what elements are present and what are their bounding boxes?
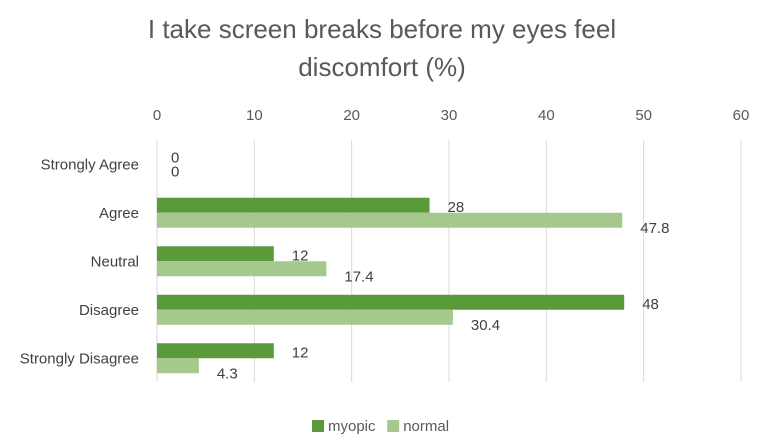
legend-label-myopic: myopic [328,418,376,435]
category-label: Neutral [91,253,139,270]
legend-swatch-myopic [312,420,324,432]
chart-title-line-2: discomfort (%) [298,52,466,82]
bar-myopic [157,246,274,262]
x-tick-label: 50 [635,107,652,124]
x-tick-label: 20 [343,107,360,124]
category-label: Agree [99,205,139,222]
x-tick-label: 60 [733,107,750,124]
category-label: Strongly Disagree [20,350,139,367]
data-label-normal: 4.3 [217,365,238,382]
data-label-myopic: 0 [171,149,179,166]
bar-myopic [157,343,274,359]
bar-myopic [157,197,430,213]
category-label: Disagree [79,302,139,319]
data-label-myopic: 28 [448,199,465,216]
legend-swatch-normal [387,420,400,432]
data-label-normal: 47.8 [640,220,669,237]
category-label: Strongly Agree [41,156,139,173]
chart-title-line-1: I take screen breaks before my eyes feel [147,14,617,44]
legend-label-normal: normal [403,418,449,435]
data-label-myopic: 12 [292,247,309,264]
bar-normal [157,212,623,228]
bar-normal [157,358,199,374]
x-tick-label: 30 [441,107,458,124]
x-tick-label: 40 [538,107,555,124]
data-label-normal: 17.4 [344,268,373,285]
chart-title: I take screen breaks before my eyes feel… [0,10,764,86]
data-label-normal: 0 [171,163,179,180]
bar-normal [157,261,327,277]
data-label-myopic: 12 [292,344,309,361]
bar-normal [157,309,453,325]
bar-myopic [157,294,625,310]
data-label-myopic: 48 [642,296,659,313]
x-tick-label: 0 [153,107,161,124]
x-tick-label: 10 [246,107,263,124]
data-label-normal: 30.4 [471,317,500,334]
